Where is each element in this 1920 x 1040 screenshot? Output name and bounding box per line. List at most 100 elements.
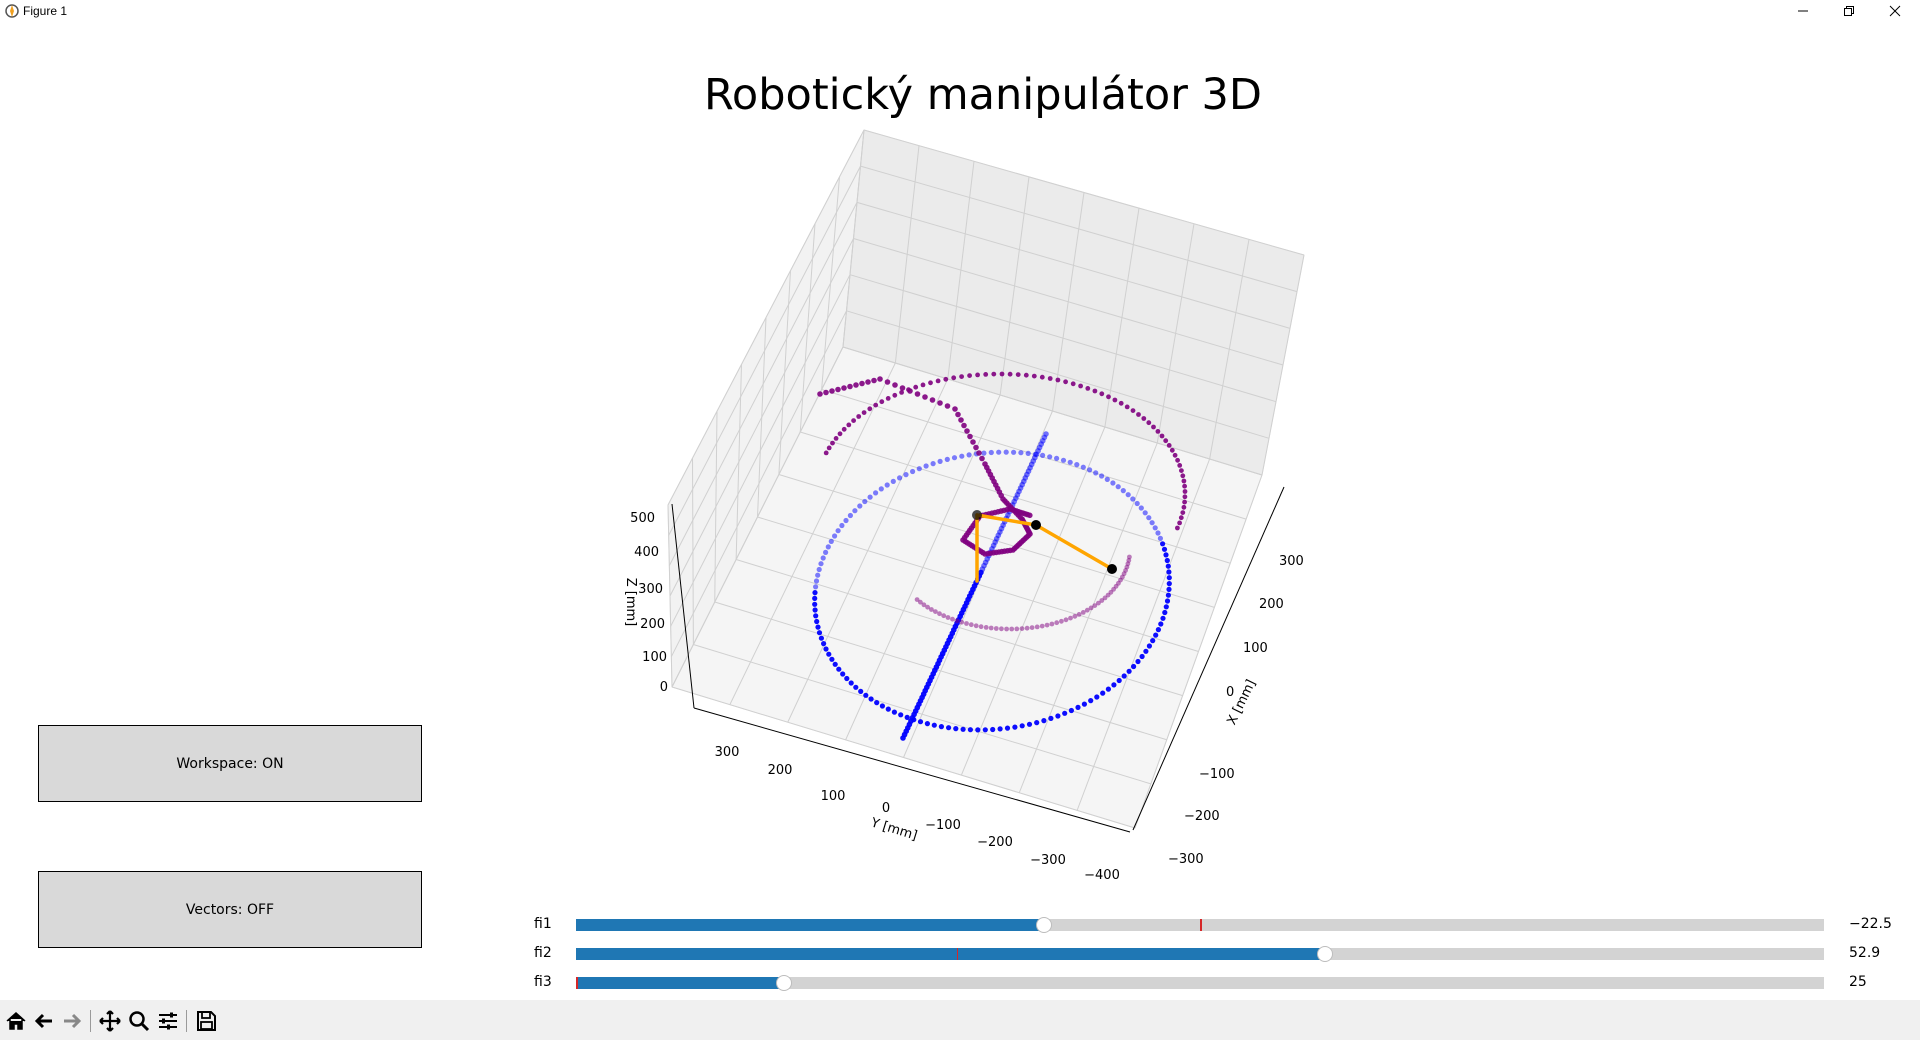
workspace-circle-point [879, 703, 886, 709]
close-button[interactable] [1872, 0, 1918, 22]
workspace-loop-point [929, 397, 936, 403]
slider-fi1[interactable]: fi1 −22.5 [0, 914, 1920, 936]
workspace-loop-point [859, 380, 865, 387]
workspace-circle-point [1139, 653, 1145, 660]
workspace-arc-point [1124, 404, 1130, 410]
workspace-circle-point [1075, 704, 1081, 711]
save-icon[interactable] [194, 1009, 218, 1033]
workspace-circle-point [951, 455, 958, 461]
workspace-arc-point [1080, 610, 1086, 615]
workspace-circle-point [840, 671, 846, 677]
workspace-circle-point [953, 726, 959, 732]
slider-fi3[interactable]: fi3 25 [0, 972, 1920, 994]
workspace-arc-point [1047, 376, 1053, 381]
workspace-arc-point [1096, 600, 1101, 606]
workspace-arc-point [1175, 525, 1180, 531]
workspace-circle-point [836, 666, 842, 672]
navigation-toolbar [0, 1000, 1920, 1040]
slider-fill [576, 948, 1325, 960]
workspace-loop-point [853, 382, 859, 388]
workspace-circle-point [924, 721, 931, 727]
slider-track[interactable] [576, 946, 1824, 962]
workspace-loop-point [835, 386, 841, 393]
workspace-circle-point [1166, 575, 1172, 581]
workspace-circle-point [868, 696, 874, 702]
workspace-arc-point [945, 615, 951, 620]
restore-button[interactable] [1826, 0, 1872, 22]
workspace-arc-point [1070, 381, 1076, 387]
zoom-icon[interactable] [127, 1009, 151, 1033]
workspace-arc-point [1172, 452, 1178, 458]
workspace-loop-point [922, 394, 928, 400]
workspace-arc-point [1099, 598, 1105, 603]
workspace-arc-point [1118, 400, 1124, 406]
workspace-arc-point [1088, 605, 1094, 611]
slider-track[interactable] [576, 917, 1824, 933]
workspace-circle-point [853, 684, 859, 690]
slider-track[interactable] [576, 975, 1824, 991]
workspace-circle-point [862, 498, 868, 505]
workspace-arc-point [999, 371, 1005, 377]
workspace-arc-point [978, 624, 984, 630]
workspace-circle-point [835, 528, 841, 534]
workspace-circle-point [1041, 718, 1047, 724]
workspace-circle-point [839, 522, 845, 529]
workspace-arc-point [954, 618, 960, 624]
workspace-circle-point [1019, 723, 1025, 729]
left-grid-line [799, 223, 816, 433]
workspace-circle-point [1054, 455, 1060, 461]
slider-fill [576, 919, 1044, 931]
y-tick-label: 100 [821, 789, 846, 804]
back-grid-line [849, 274, 1277, 403]
workspace-arc-point [983, 372, 989, 377]
workspace-circle-point [813, 613, 819, 619]
slider-handle[interactable] [1036, 917, 1052, 933]
workspace-arc-point [1054, 620, 1060, 626]
pan-icon[interactable] [98, 1009, 122, 1033]
workspace-circle-point [916, 466, 922, 472]
workspace-arc-point [1099, 391, 1105, 397]
workspace-arc-point [851, 418, 856, 423]
workspace-arc-point [833, 436, 839, 441]
workspace-arc-point [1009, 626, 1015, 632]
workspace-toggle-button[interactable]: Workspace: ON [38, 725, 422, 802]
workspace-circle-point [1003, 449, 1009, 455]
left-grid-line [735, 364, 742, 560]
workspace-circle-point [813, 578, 820, 584]
workspace-arc-point [899, 390, 904, 395]
arm-link [1034, 523, 1114, 571]
workspace-circle-point [1163, 552, 1169, 558]
floor-grid-line [1134, 474, 1263, 829]
home-icon[interactable] [4, 1009, 28, 1033]
configure-subplots-icon[interactable] [156, 1009, 180, 1033]
workspace-circle-point [1166, 586, 1172, 593]
workspace-loop-point [944, 403, 951, 409]
workspace-circle-point [1160, 615, 1166, 621]
workspace-arc-point [1163, 438, 1169, 444]
workspace-circle-point [1155, 627, 1161, 633]
workspace-arc-point [1039, 374, 1045, 380]
workspace-circle-point [823, 549, 829, 556]
workspace-circle-point [1048, 715, 1054, 722]
slider-initial-marker [1200, 919, 1202, 931]
workspace-circle-point [832, 661, 838, 667]
workspace-arc-point [993, 626, 999, 631]
slider-fi2[interactable]: fi2 52.9 [0, 943, 1920, 965]
plot-3d-axes[interactable]: 0 100 200 300 400 500 −300 −200 −100 0 100 200 300 −4… [0, 24, 1920, 1000]
workspace-circle-point [988, 449, 994, 456]
back-icon[interactable] [32, 1009, 56, 1033]
workspace-circle-point [1155, 530, 1161, 536]
x-tick-label: −200 [1184, 809, 1220, 824]
slider-initial-marker [576, 977, 578, 989]
slider-handle[interactable] [1316, 946, 1333, 962]
workspace-arc-point [937, 611, 942, 617]
workspace-arc-point [1019, 626, 1025, 631]
vectors-toggle-button[interactable]: Vectors: OFF [38, 871, 422, 948]
forward-icon[interactable] [60, 1009, 84, 1033]
workspace-arc-point [1105, 592, 1111, 598]
minimize-button[interactable] [1780, 0, 1826, 22]
toolbar-separator [90, 1010, 91, 1032]
slider-handle[interactable] [776, 975, 793, 991]
workspace-circle-point [1150, 638, 1156, 644]
workspace-loop-point [955, 411, 961, 418]
